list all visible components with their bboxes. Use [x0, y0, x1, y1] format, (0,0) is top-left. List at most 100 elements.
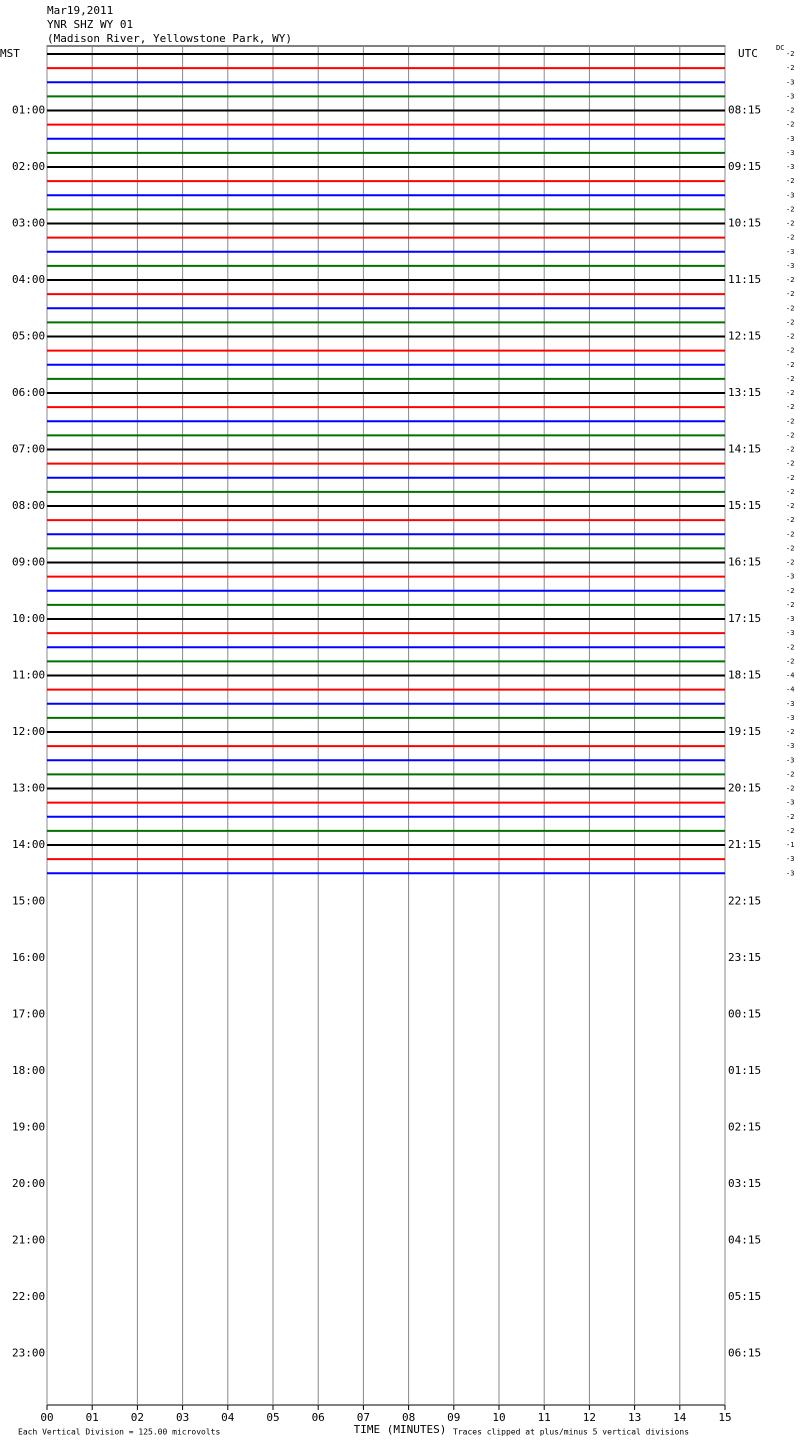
mst-label: 18:00 — [12, 1064, 45, 1077]
footer-right: Traces clipped at plus/minus 5 vertical … — [453, 1428, 689, 1437]
utc-label: 20:15 — [728, 782, 761, 795]
dc-offset: -2 — [786, 643, 794, 651]
dc-offset: -2 — [786, 304, 794, 312]
dc-offset: -3 — [786, 191, 794, 199]
dc-offset: -2 — [786, 431, 794, 439]
dc-offset: -2 — [786, 657, 794, 665]
dc-offset: -2 — [786, 107, 794, 115]
dc-offset: -2 — [786, 728, 794, 736]
mst-label: 01:00 — [12, 104, 45, 117]
dc-offset: -3 — [786, 742, 794, 750]
x-tick-label: 03 — [176, 1411, 189, 1424]
dc-offset: -3 — [786, 78, 794, 86]
utc-label: 06:15 — [728, 1347, 761, 1360]
title-line: Mar19,2011 — [47, 4, 113, 17]
x-axis-label: TIME (MINUTES) — [354, 1423, 447, 1436]
utc-label: 12:15 — [728, 330, 761, 343]
dc-offset: -2 — [786, 813, 794, 821]
dc-offset: -3 — [786, 573, 794, 581]
x-tick-label: 04 — [221, 1411, 235, 1424]
dc-offset: -2 — [786, 460, 794, 468]
mst-label: 12:00 — [12, 725, 45, 738]
dc-offset: -3 — [786, 92, 794, 100]
x-tick-label: 14 — [673, 1411, 687, 1424]
mst-label: 16:00 — [12, 951, 45, 964]
dc-offset: -2 — [786, 446, 794, 454]
dc-offset: -2 — [786, 601, 794, 609]
x-tick-label: 01 — [86, 1411, 99, 1424]
utc-label: 04:15 — [728, 1234, 761, 1247]
utc-label: 17:15 — [728, 612, 761, 625]
mst-label: 06:00 — [12, 386, 45, 399]
utc-label: 00:15 — [728, 1008, 761, 1021]
dc-offset: -2 — [786, 559, 794, 567]
utc-label: 22:15 — [728, 895, 761, 908]
dc-offset: -2 — [786, 587, 794, 595]
dc-offset: -2 — [786, 318, 794, 326]
mst-label: 07:00 — [12, 443, 45, 456]
dc-offset: -3 — [786, 248, 794, 256]
dc-offset: -3 — [786, 629, 794, 637]
offset-header: DC — [776, 44, 784, 52]
right-zone: UTC — [738, 47, 758, 60]
dc-offset: -3 — [786, 714, 794, 722]
dc-offset: -3 — [786, 869, 794, 877]
mst-label: 03:00 — [12, 217, 45, 230]
utc-label: 05:15 — [728, 1290, 761, 1303]
mst-label: 02:00 — [12, 160, 45, 173]
dc-offset: -2 — [786, 333, 794, 341]
dc-offset: -2 — [786, 785, 794, 793]
x-tick-label: 15 — [718, 1411, 731, 1424]
dc-offset: -2 — [786, 234, 794, 242]
x-tick-label: 11 — [538, 1411, 551, 1424]
plot-frame — [46, 45, 726, 1406]
footer-left: Each Vertical Division = 125.00 microvol… — [18, 1428, 220, 1437]
dc-offset: -3 — [786, 163, 794, 171]
utc-label: 10:15 — [728, 217, 761, 230]
mst-label: 09:00 — [12, 556, 45, 569]
dc-offset: -2 — [786, 827, 794, 835]
dc-offset: -2 — [786, 488, 794, 496]
dc-offset: -3 — [786, 756, 794, 764]
mst-label: 15:00 — [12, 895, 45, 908]
utc-label: 13:15 — [728, 386, 761, 399]
mst-label: 23:00 — [12, 1347, 45, 1360]
mst-label: 08:00 — [12, 499, 45, 512]
dc-offset: -2 — [786, 290, 794, 298]
utc-label: 01:15 — [728, 1064, 761, 1077]
utc-label: 23:15 — [728, 951, 761, 964]
mst-label: 11:00 — [12, 669, 45, 682]
dc-offset: -3 — [786, 615, 794, 623]
dc-offset: -2 — [786, 276, 794, 284]
title-line: (Madison River, Yellowstone Park, WY) — [47, 32, 292, 45]
x-tick-label: 06 — [312, 1411, 325, 1424]
mst-label: 21:00 — [12, 1234, 45, 1247]
dc-offset: -3 — [786, 700, 794, 708]
dc-offset: -2 — [786, 121, 794, 129]
title-line: YNR SHZ WY 01 — [47, 18, 133, 31]
dc-offset: -2 — [786, 474, 794, 482]
dc-offset: -2 — [786, 375, 794, 383]
x-tick-label: 12 — [583, 1411, 596, 1424]
dc-offset: -3 — [786, 262, 794, 270]
utc-label: 02:15 — [728, 1121, 761, 1134]
mst-label: 20:00 — [12, 1177, 45, 1190]
dc-offset: -3 — [786, 855, 794, 863]
dc-offset: -2 — [786, 530, 794, 538]
x-tick-label: 10 — [492, 1411, 505, 1424]
dc-offset: -2 — [786, 177, 794, 185]
dc-offset: -2 — [786, 347, 794, 355]
dc-offset: -2 — [786, 502, 794, 510]
dc-offset: -2 — [786, 544, 794, 552]
x-tick-label: 13 — [628, 1411, 641, 1424]
utc-label: 08:15 — [728, 104, 761, 117]
mst-label: 04:00 — [12, 273, 45, 286]
dc-offset: -2 — [786, 205, 794, 213]
dc-offset: -3 — [786, 135, 794, 143]
dc-offset: -2 — [786, 64, 794, 72]
utc-label: 15:15 — [728, 499, 761, 512]
mst-label: 22:00 — [12, 1290, 45, 1303]
dc-offset: -1 — [786, 841, 794, 849]
